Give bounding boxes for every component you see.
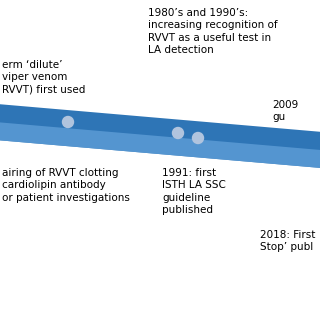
Point (66, 119, 71, 124)
Polygon shape (0, 118, 320, 173)
Text: airing of RVVT clotting
cardiolipin antibody
or patient investigations: airing of RVVT clotting cardiolipin anti… (2, 168, 130, 203)
Point (196, 135, 201, 140)
Text: 2009
gu: 2009 gu (272, 100, 298, 122)
Polygon shape (0, 100, 320, 173)
Text: erm ‘dilute’
viper venom
RVVT) first used: erm ‘dilute’ viper venom RVVT) first use… (2, 60, 85, 95)
Point (175, 131, 180, 136)
Text: 1980’s and 1990’s:
increasing recognition of
RVVT as a useful test in
LA detecti: 1980’s and 1990’s: increasing recognitio… (148, 8, 278, 55)
Text: 1991: first
ISTH LA SSC
guideline
published: 1991: first ISTH LA SSC guideline publis… (162, 168, 226, 215)
Text: 2018: First
Stop’ publ: 2018: First Stop’ publ (260, 230, 316, 252)
